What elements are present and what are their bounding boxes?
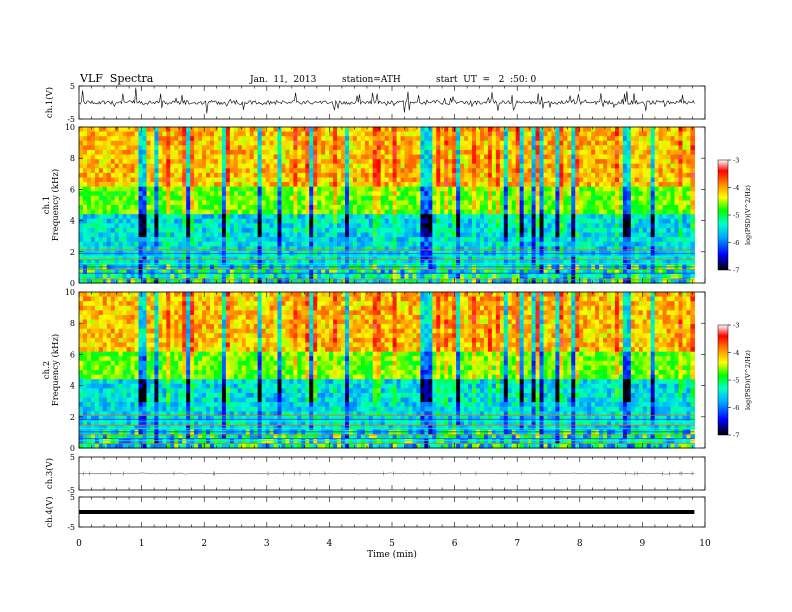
panel-3-ytick-label: 8 bbox=[70, 319, 75, 328]
panel-3-ytick-label: 0 bbox=[70, 444, 75, 453]
xtick-label: 4 bbox=[327, 539, 333, 549]
panel-2-colorbar bbox=[717, 159, 729, 271]
panel-3-colorbar bbox=[717, 324, 729, 436]
panel-3-spectrogram bbox=[79, 292, 695, 449]
panel-2-ytick-label: 2 bbox=[70, 248, 75, 257]
panel-3-colorbar-tick-label: -5 bbox=[733, 377, 739, 385]
xtick-label: 2 bbox=[201, 539, 207, 549]
panel-3-ytick-label: 2 bbox=[70, 413, 75, 422]
station-label: station=ATH bbox=[342, 75, 401, 85]
panel-3-colorbar-label: log(PSD)(V^2/Hz) bbox=[744, 350, 752, 410]
panel-2-colorbar-tick-label: -4 bbox=[733, 184, 739, 192]
panel-3-ytick-label: 6 bbox=[70, 350, 75, 359]
panel-2-ylabel-channel: ch.1 bbox=[42, 196, 52, 214]
panel-2-ytick-label: 10 bbox=[65, 123, 75, 132]
panel-2-ytick-label: 8 bbox=[70, 154, 75, 163]
figure-title: VLF Spectra bbox=[80, 72, 154, 85]
panel-4-ytick-label: -5 bbox=[67, 486, 75, 495]
panel-3-colorbar-tick-label: -3 bbox=[733, 322, 739, 330]
panel-1-ytick-label: 5 bbox=[70, 82, 75, 91]
panel-3-ytick-label: 4 bbox=[70, 382, 75, 391]
date-label: Jan. 11, 2013 bbox=[250, 75, 317, 85]
panel-2-spectrogram bbox=[79, 127, 695, 284]
panel-2-ylabel: Frequency (kHz) bbox=[50, 169, 61, 241]
panel-2-colorbar-tick-label: -5 bbox=[733, 212, 739, 220]
xtick-label: 3 bbox=[264, 539, 270, 549]
xtick-label: 9 bbox=[640, 539, 646, 549]
xtick-label: 1 bbox=[139, 539, 145, 549]
start-time-label: start UT = 2 :50: 0 bbox=[436, 75, 537, 85]
panel-1-ytick-label: -5 bbox=[67, 115, 75, 124]
panel-3-colorbar-tick-label: -6 bbox=[733, 404, 739, 412]
panel-1-trace bbox=[78, 87, 695, 114]
panel-2-ytick-label: 0 bbox=[70, 279, 75, 288]
panel-5-ylabel: ch.4(V) bbox=[44, 496, 55, 527]
panel-2-colorbar-tick-label: -7 bbox=[733, 267, 739, 275]
xtick-label: 6 bbox=[452, 539, 458, 549]
panel-3-colorbar-tick-label: -7 bbox=[733, 432, 739, 440]
panel-3-colorbar-tick-label: -4 bbox=[733, 349, 739, 357]
panel-3-ytick-label: 10 bbox=[65, 288, 75, 297]
panel-2-colorbar-tick-label: -6 bbox=[733, 239, 739, 247]
panel-4-trace bbox=[78, 471, 695, 476]
panel-5-trace bbox=[79, 510, 695, 514]
xtick-label: 8 bbox=[577, 539, 583, 549]
xtick-label: 7 bbox=[514, 539, 520, 549]
xaxis-label: Time (min) bbox=[367, 549, 417, 560]
panel-1-ylabel: ch.1(V) bbox=[44, 87, 55, 118]
panel-5-ytick-label: -5 bbox=[67, 523, 75, 532]
panel-4-ytick-label: 5 bbox=[70, 453, 75, 462]
panel-2-colorbar-label: log(PSD)(V^2/Hz) bbox=[744, 185, 752, 245]
panel-3-ylabel-channel: ch.2 bbox=[42, 361, 52, 379]
panel-3-ylabel: Frequency (kHz) bbox=[50, 334, 61, 406]
panel-5-ytick-label: 5 bbox=[70, 493, 75, 502]
xtick-label: 5 bbox=[389, 539, 395, 549]
panel-2-ytick-label: 6 bbox=[70, 185, 75, 194]
xtick-label: 0 bbox=[76, 539, 82, 549]
panel-2-ytick-label: 4 bbox=[70, 217, 75, 226]
panel-4-ylabel: ch.3(V) bbox=[44, 458, 55, 489]
xtick-label: 10 bbox=[699, 539, 711, 549]
panel-2-colorbar-tick-label: -3 bbox=[733, 157, 739, 165]
